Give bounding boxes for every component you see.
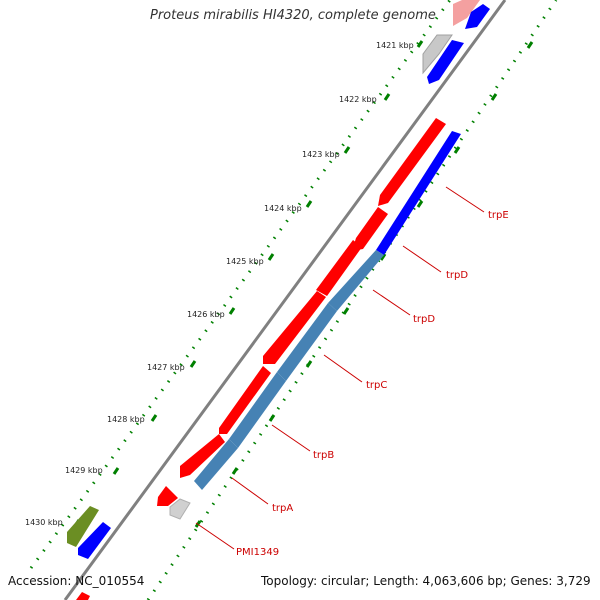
gene-feature-blue: [194, 439, 238, 490]
scale-tick: [383, 93, 391, 101]
misc-feature-gray-small: [169, 498, 191, 520]
scale-tick: [379, 253, 387, 261]
scale-label: 1421 kbp: [376, 41, 414, 50]
scale-label: 1428 kbp: [107, 415, 145, 424]
scale-tick: [453, 146, 461, 154]
gene-label-PMI1349: PMI1349: [236, 547, 279, 558]
gene-label-trpB: trpB: [313, 450, 334, 461]
genome-title: Proteus mirabilis HI4320, complete genom…: [150, 8, 436, 23]
genome-backbone: [63, 0, 507, 600]
gene-feature-red: [352, 207, 388, 251]
scale-tick: [189, 360, 197, 368]
label-leader: [271, 424, 311, 452]
gene-feature-top-blue: [465, 4, 490, 29]
rna-feature-green: [67, 506, 99, 547]
scale-tick: [526, 41, 534, 49]
scale-label: 1423 kbp: [302, 150, 340, 159]
scale-tick: [343, 146, 351, 154]
label-leader: [372, 289, 411, 316]
gene-feature-blue: [328, 250, 384, 311]
scale-tick: [305, 360, 313, 368]
gene-feature-blue: [277, 303, 337, 381]
scale-tick: [416, 40, 424, 48]
gene-label-trpD-2: trpD: [413, 314, 435, 325]
label-leader: [231, 477, 269, 505]
scale-tick: [268, 414, 276, 422]
feature-track-top: [422, 0, 490, 84]
feature-track-bottom: [67, 506, 111, 600]
scale-tick: [305, 200, 313, 208]
gene-feature-red: [180, 434, 225, 478]
gene-label-trpD: trpD: [446, 270, 468, 281]
label-leader: [402, 245, 442, 273]
gene-feature-blue-bottom: [78, 522, 111, 559]
gene-feature-red-bottom: [76, 592, 90, 600]
trp-operon: [157, 118, 461, 520]
label-leader: [195, 522, 235, 550]
gene-feature-red: [378, 118, 446, 206]
scale-tick: [231, 467, 239, 475]
scale-ticks: [73, 40, 534, 528]
scale-guide-inner: [146, 0, 558, 600]
gene-feature-top-pink: [453, 0, 480, 26]
label-leader: [445, 186, 485, 213]
scale-tick: [150, 414, 158, 422]
genome-summary-text: Topology: circular; Length: 4,063,606 bp…: [261, 574, 591, 588]
label-leader: [323, 354, 363, 383]
gene-label-trpC: trpC: [366, 380, 387, 391]
scale-tick: [228, 307, 236, 315]
gene-feature-red: [219, 366, 271, 434]
scale-label: 1429 kbp: [65, 466, 103, 475]
gene-label-trpA: trpA: [272, 503, 293, 514]
scale-guide: [29, 0, 558, 600]
scale-label: 1425 kbp: [226, 257, 264, 266]
gene-feature-red-small: [157, 486, 178, 506]
gene-feature-top-blue-2: [427, 40, 464, 84]
gene-feature-red: [316, 240, 362, 296]
gene-feature-red: [263, 291, 326, 364]
scale-label: 1427 kbp: [147, 363, 185, 372]
scale-tick: [267, 253, 275, 261]
scale-label: 1426 kbp: [187, 310, 225, 319]
scale-label: 1424 kbp: [264, 204, 302, 213]
scale-tick: [490, 93, 498, 101]
gene-feature-blue: [376, 131, 461, 255]
scale-labels: 1421 kbp 1422 kbp 1423 kbp 1424 kbp 1425…: [25, 41, 414, 527]
scale-tick: [342, 307, 350, 315]
scale-label: 1430 kbp: [25, 518, 63, 527]
scale-tick: [112, 467, 120, 475]
scale-label: 1422 kbp: [339, 95, 377, 104]
gene-feature-blue: [229, 372, 286, 448]
gene-label-trpE: trpE: [488, 210, 509, 221]
accession-text: Accession: NC_010554: [8, 574, 145, 588]
misc-feature-top-gray: [422, 34, 453, 75]
gene-labels: trpE trpD trpD trpC trpB trpA PMI1349: [195, 186, 509, 558]
scale-guide-outer: [29, 0, 452, 569]
scale-tick: [416, 200, 424, 208]
